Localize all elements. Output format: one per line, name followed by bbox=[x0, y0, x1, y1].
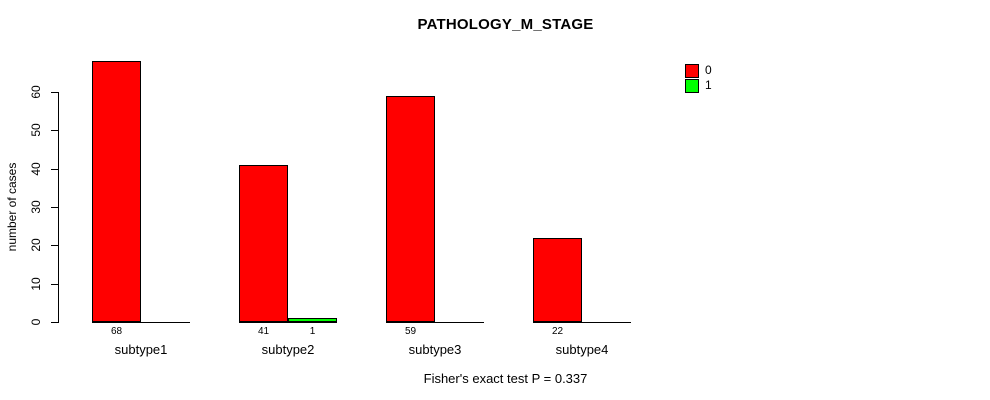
y-axis-tick bbox=[51, 168, 58, 170]
legend-label: 0 bbox=[705, 63, 712, 77]
bar-series-1-subtype2 bbox=[288, 318, 337, 322]
y-axis-tick-label: 50 bbox=[29, 123, 43, 138]
fisher-test-annotation: Fisher's exact test P = 0.337 bbox=[423, 371, 588, 386]
legend-swatch-0 bbox=[685, 63, 699, 78]
x-baseline-segment bbox=[92, 322, 190, 323]
x-category-label: subtype2 bbox=[261, 342, 315, 357]
bar-series-0-subtype1 bbox=[92, 61, 141, 322]
y-axis-tick bbox=[51, 130, 58, 132]
legend-label: 1 bbox=[705, 78, 712, 92]
bar-count-label: 1 bbox=[309, 326, 316, 337]
legend-item: 0 bbox=[685, 63, 712, 78]
y-axis-tick bbox=[51, 283, 58, 285]
bar-series-0-subtype3 bbox=[386, 96, 435, 322]
x-baseline-segment bbox=[239, 322, 337, 323]
y-axis-tick-label: 20 bbox=[29, 238, 43, 253]
y-axis-tick bbox=[51, 92, 58, 93]
bar-count-label: 22 bbox=[551, 326, 564, 337]
legend-swatch-1 bbox=[685, 78, 699, 93]
x-category-label: subtype1 bbox=[114, 342, 168, 357]
y-axis-line bbox=[58, 92, 59, 323]
y-axis-tick-label: 0 bbox=[29, 318, 43, 326]
y-axis-tick-label: 30 bbox=[29, 200, 43, 214]
bar-series-0-subtype2 bbox=[239, 165, 288, 322]
y-axis-tick-label: 10 bbox=[29, 276, 43, 291]
y-axis-tick bbox=[51, 245, 58, 247]
bar-count-label: 59 bbox=[404, 326, 417, 337]
chart-title: PATHOLOGY_M_STAGE bbox=[417, 16, 594, 33]
bar-series-0-subtype4 bbox=[533, 238, 582, 322]
bar-count-label: 41 bbox=[257, 326, 270, 337]
y-axis-tick bbox=[51, 322, 58, 323]
x-category-label: subtype4 bbox=[555, 342, 609, 357]
y-axis-tick-label: 40 bbox=[29, 161, 43, 176]
legend-item: 1 bbox=[685, 78, 712, 93]
bar-count-label: 68 bbox=[110, 326, 123, 337]
y-axis-tick-label: 60 bbox=[29, 85, 43, 99]
x-baseline-segment bbox=[533, 322, 631, 323]
y-axis-tick bbox=[51, 207, 58, 208]
x-category-label: subtype3 bbox=[408, 342, 462, 357]
x-baseline-segment bbox=[386, 322, 484, 323]
